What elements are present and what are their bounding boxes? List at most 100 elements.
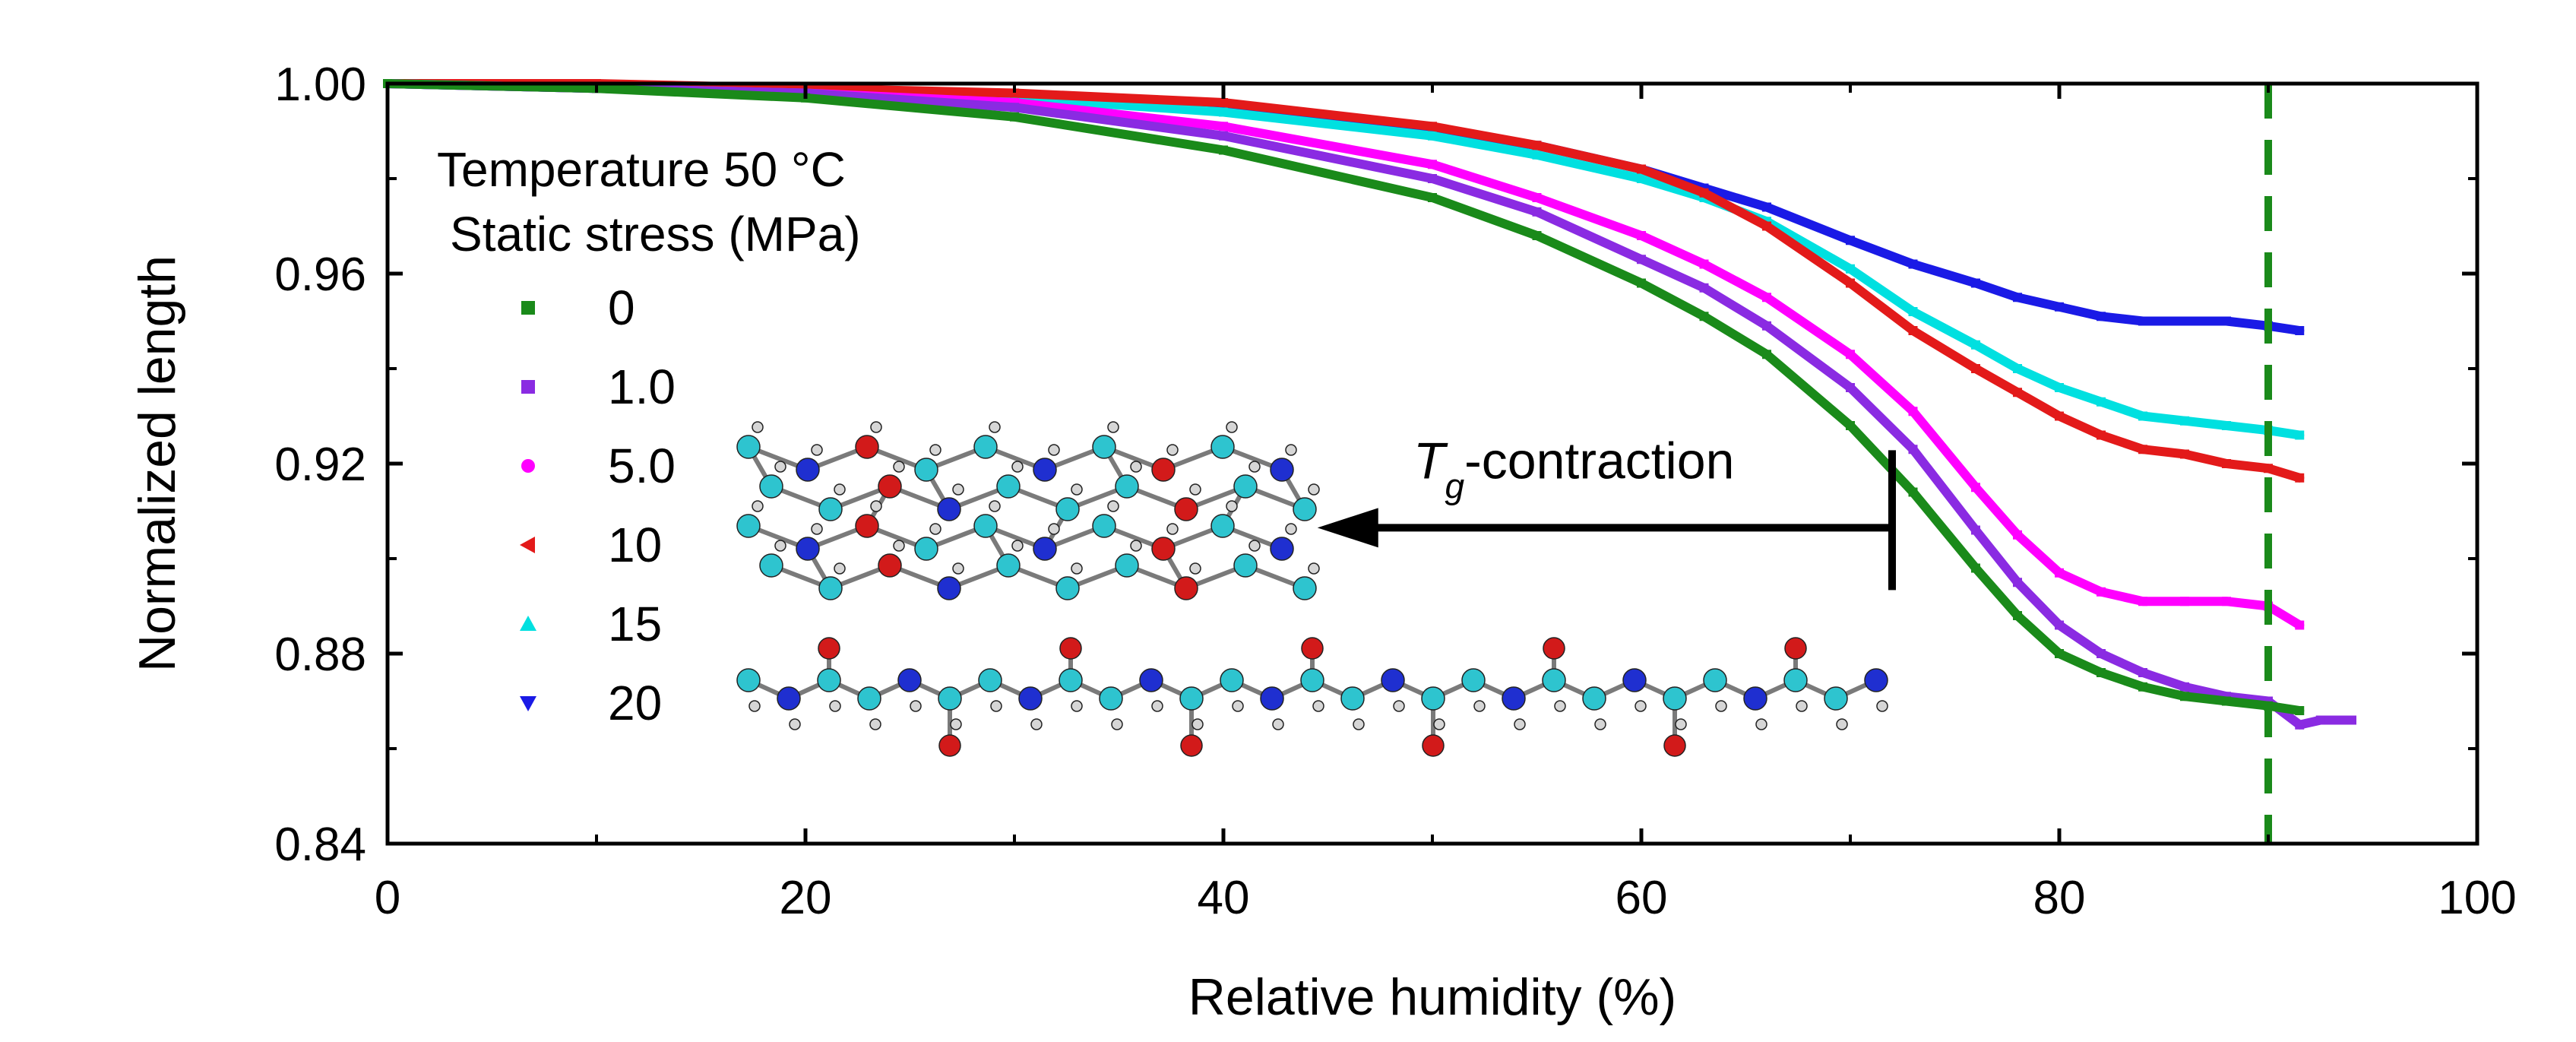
atom <box>996 474 1021 499</box>
data-point <box>2055 568 2064 578</box>
data-point <box>1762 221 1771 231</box>
y-axis-title: Normalized length <box>128 255 186 672</box>
data-point <box>1428 193 1437 202</box>
atom <box>1784 637 1807 660</box>
atom <box>1594 718 1606 730</box>
legend-item: 1.0 <box>521 359 676 414</box>
atom <box>1260 686 1284 711</box>
atom <box>818 637 840 660</box>
atom <box>1033 458 1057 482</box>
atom <box>914 537 938 561</box>
data-point <box>1532 141 1542 150</box>
data-point <box>2138 597 2147 607</box>
atom <box>1055 497 1080 521</box>
data-point <box>2315 715 2325 725</box>
atom <box>1220 668 1244 692</box>
atom <box>989 500 1001 512</box>
data-point <box>2097 668 2106 677</box>
legend-marker <box>521 301 535 315</box>
y-tick-label: 0.92 <box>274 439 366 491</box>
atom <box>818 576 843 600</box>
atom <box>811 523 823 535</box>
annotation-arrow-head <box>1317 508 1378 548</box>
atom <box>1663 686 1687 711</box>
legend-marker <box>521 459 535 473</box>
atom <box>1055 576 1080 600</box>
legend-label: 15 <box>608 597 662 651</box>
data-point <box>1532 193 1542 202</box>
atom <box>1270 458 1294 482</box>
data-point <box>1846 383 1855 392</box>
atom <box>1011 461 1024 473</box>
atom <box>1755 718 1767 730</box>
atom <box>1107 421 1119 433</box>
atom <box>1048 444 1060 456</box>
x-tick-label: 60 <box>1616 872 1668 924</box>
data-point <box>2138 316 2147 326</box>
legend-label: 10 <box>608 518 662 572</box>
atom <box>938 686 962 711</box>
data-point <box>1908 487 1918 497</box>
data-point <box>1762 350 1771 359</box>
atom <box>870 421 882 433</box>
atom <box>736 435 761 459</box>
atom <box>774 540 786 552</box>
data-point <box>1637 164 1646 174</box>
atom <box>1232 700 1244 712</box>
data-point <box>2180 692 2189 702</box>
atom <box>855 514 879 538</box>
atom <box>1189 562 1201 575</box>
atom <box>1151 458 1176 482</box>
data-point <box>2180 316 2189 326</box>
x-tick-label: 0 <box>375 872 400 924</box>
atom <box>1502 686 1526 711</box>
data-point <box>1637 255 1646 264</box>
data-point <box>2222 597 2231 607</box>
atom <box>950 718 962 730</box>
data-point <box>2138 682 2147 692</box>
atom <box>914 458 938 482</box>
atom <box>1151 700 1163 712</box>
atom <box>1393 700 1405 712</box>
data-point <box>1219 98 1228 107</box>
atom <box>1796 700 1808 712</box>
data-point <box>1219 107 1228 117</box>
atom <box>1473 700 1486 712</box>
atom <box>996 553 1021 578</box>
data-point <box>1971 340 1980 350</box>
atom <box>1115 474 1139 499</box>
atom <box>1174 576 1198 600</box>
atom <box>1048 523 1060 535</box>
atom <box>1139 668 1163 692</box>
annotation-label: Tg-contraction <box>1413 432 1734 505</box>
atom <box>1312 700 1324 712</box>
atom <box>1033 537 1057 561</box>
data-point <box>2013 388 2022 397</box>
data-point <box>1846 350 1855 359</box>
atom <box>1180 734 1203 757</box>
data-point <box>2013 530 2022 540</box>
legend: Temperature 50 °C Static stress (MPa) 0 1… <box>437 142 861 730</box>
atom <box>1422 734 1445 757</box>
legend-label: 0 <box>608 280 635 335</box>
atom <box>1248 461 1261 473</box>
atom <box>1293 497 1317 521</box>
data-point <box>1846 421 1855 430</box>
atom <box>857 686 881 711</box>
atom <box>1353 718 1365 730</box>
data-point <box>1010 112 1019 122</box>
atom <box>1836 718 1848 730</box>
data-point <box>2097 430 2106 440</box>
atom <box>759 474 783 499</box>
atom <box>1115 553 1139 578</box>
atom <box>1059 668 1083 692</box>
atom <box>1340 686 1365 711</box>
annotation-subscript: g <box>1445 466 1465 505</box>
data-point <box>1846 278 1855 288</box>
data-point <box>2055 649 2064 658</box>
data-point <box>1699 283 1709 293</box>
legend-item: 0 <box>521 280 635 335</box>
data-point <box>1428 174 1437 183</box>
